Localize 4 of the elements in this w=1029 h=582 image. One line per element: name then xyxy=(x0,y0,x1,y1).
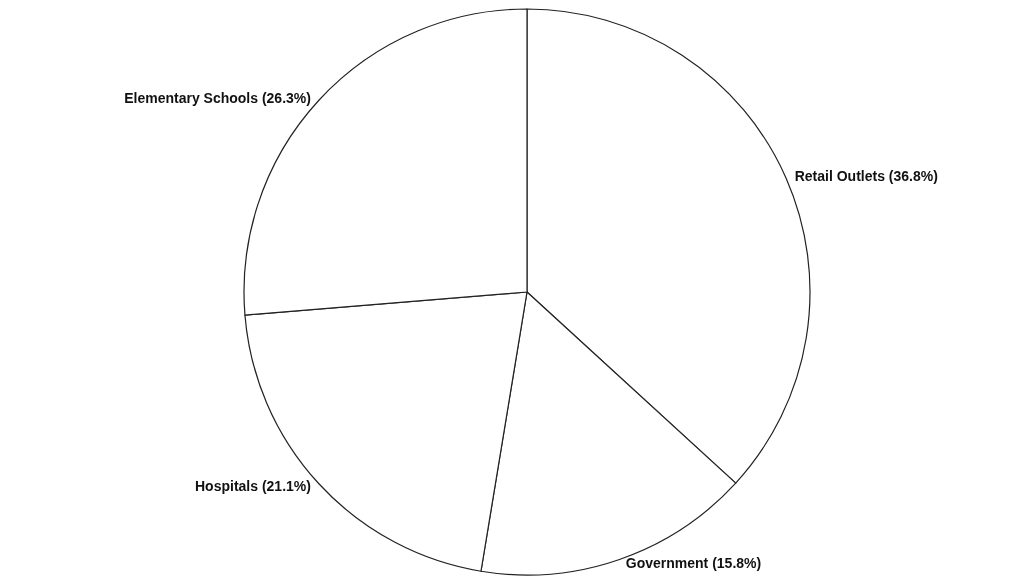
slice-label: Elementary Schools (26.3%) xyxy=(124,89,311,106)
slice-label: Hospitals (21.1%) xyxy=(195,478,311,495)
slice-label: Retail Outlets (36.8%) xyxy=(794,168,938,185)
slice-label: Government (15.8%) xyxy=(625,555,762,572)
